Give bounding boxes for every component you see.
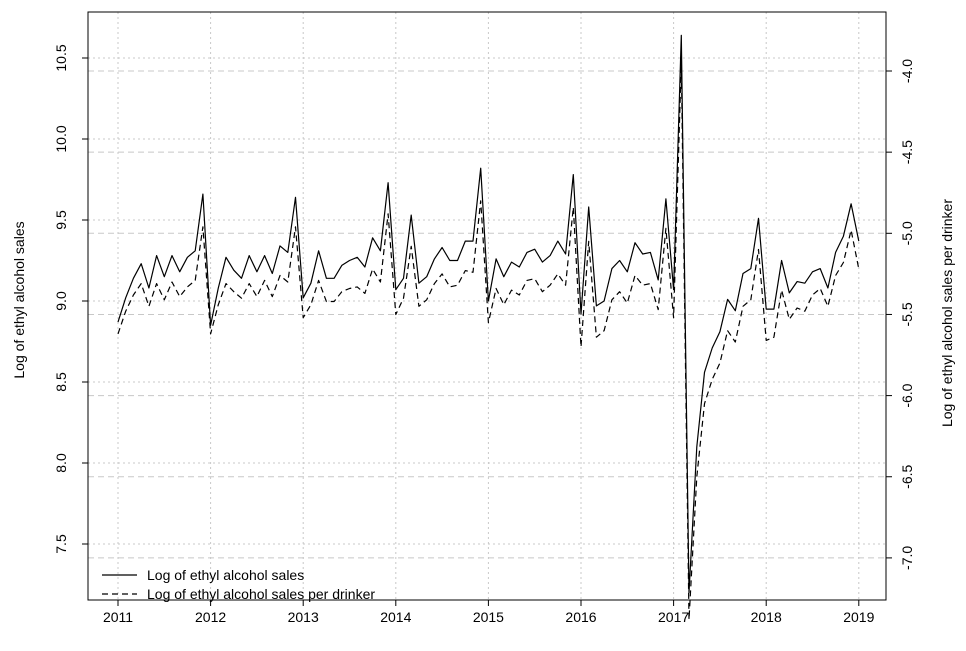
x-tick-label: 2019: [843, 609, 874, 625]
y-tick-label: 10.0: [53, 125, 69, 152]
y2-tick-label: -7.0: [899, 546, 915, 570]
series-lines: [117, 34, 860, 621]
y-tick-label: 9.5: [53, 210, 69, 230]
y2-tick-label: -6.5: [899, 464, 915, 488]
y2-axis-label: Log of ethyl alcohol sales per drinker: [939, 199, 955, 427]
y2-tick-label: -6.0: [899, 383, 915, 407]
x-tick-label: 2013: [288, 609, 319, 625]
legend-label-sales: Log of ethyl alcohol sales: [147, 567, 304, 583]
y2-tick-label: -4.0: [899, 59, 915, 83]
x-tick-label: 2014: [380, 609, 411, 625]
y-tick-label: 8.0: [53, 453, 69, 473]
x-tick-label: 2012: [195, 609, 226, 625]
x-tick-label: 2015: [473, 609, 504, 625]
axes: 2011 2012 2013 2014 2015 2016 2017 2018 2019 7.5 8…: [53, 44, 915, 625]
y-tick-label: 7.5: [53, 534, 69, 554]
x-tick-label: 2016: [565, 609, 596, 625]
y-tick-label: 10.5: [53, 44, 69, 71]
legend: Log of ethyl alcohol sales Log of ethyl …: [102, 567, 375, 602]
legend-label-per-drinker: Log of ethyl alcohol sales per drinker: [147, 586, 375, 602]
x-tick-label: 2011: [103, 609, 133, 625]
series-line-sales: [117, 34, 860, 594]
plot-frame: [87, 11, 887, 601]
x-tick-label: 2017: [658, 609, 689, 625]
grid: [88, 12, 886, 600]
series-line-per-drinker: [117, 62, 860, 621]
y2-tick-label: -5.0: [899, 221, 915, 245]
y-tick-label: 8.5: [53, 372, 69, 392]
y2-tick-label: -5.5: [899, 302, 915, 326]
x-tick-label: 2018: [751, 609, 782, 625]
y-axis-label: Log of ethyl alcohol sales: [11, 221, 27, 378]
y2-tick-label: -4.5: [899, 140, 915, 164]
y-tick-label: 9.0: [53, 291, 69, 311]
